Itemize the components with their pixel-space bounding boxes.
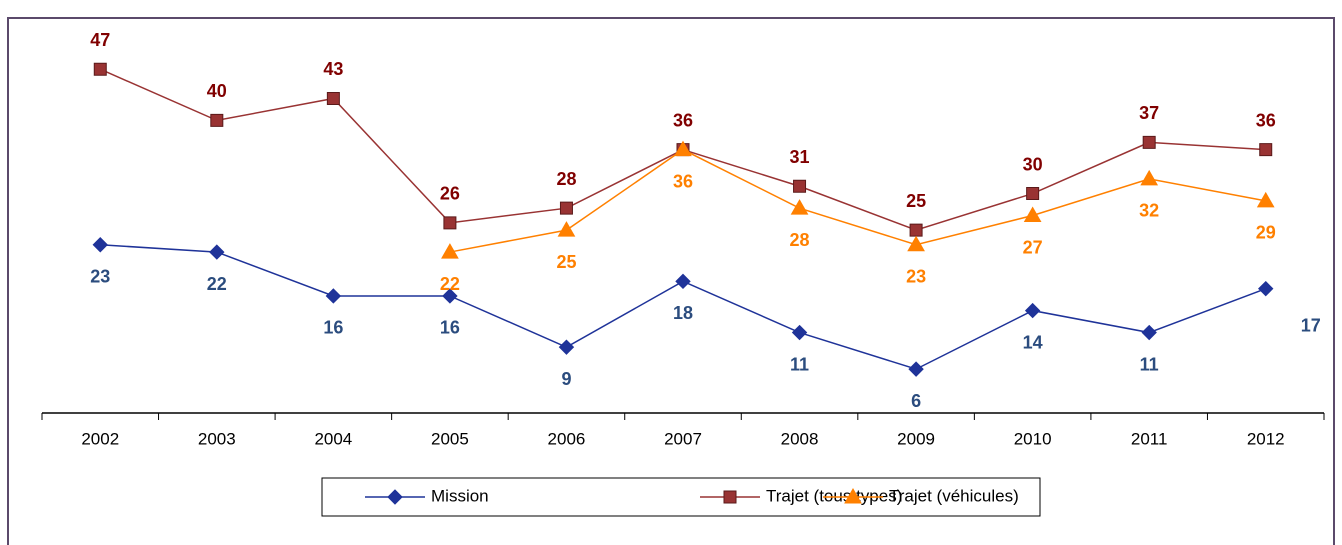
x-tick-label: 2009 — [897, 429, 935, 448]
x-tick-label: 2011 — [1131, 429, 1168, 448]
marker — [209, 244, 225, 260]
marker — [1142, 135, 1156, 149]
data-label: 40 — [207, 81, 227, 101]
x-tick-label: 2002 — [81, 429, 119, 448]
data-label: 16 — [440, 318, 460, 338]
marker — [325, 288, 342, 304]
legend-label: Trajet (tous types) — [766, 486, 902, 505]
marker — [441, 243, 459, 259]
data-label: 27 — [1023, 237, 1043, 257]
marker — [909, 223, 923, 237]
data-label: 43 — [323, 59, 343, 79]
data-label: 30 — [1023, 154, 1043, 174]
marker — [1026, 187, 1040, 201]
data-label: 23 — [906, 267, 926, 287]
marker — [1024, 302, 1041, 319]
marker — [1141, 324, 1157, 341]
marker — [674, 140, 692, 157]
x-tick-label: 2006 — [548, 429, 586, 448]
chart-border — [7, 17, 1335, 545]
data-label: 36 — [673, 171, 693, 191]
data-label: 17 — [1301, 315, 1321, 335]
marker — [908, 361, 924, 377]
legend-label: Mission — [431, 486, 489, 505]
legend-label: Trajet (véhicules) — [889, 486, 1019, 505]
data-label: 25 — [556, 252, 576, 272]
data-label: 36 — [673, 110, 693, 130]
data-label: 16 — [323, 318, 343, 338]
legend-box — [321, 477, 1041, 517]
x-tick-label: 2008 — [781, 429, 819, 448]
marker — [559, 201, 573, 215]
marker — [93, 62, 107, 76]
x-tick-label: 2012 — [1247, 429, 1285, 448]
marker — [210, 113, 224, 127]
marker — [443, 216, 457, 230]
data-label: 47 — [90, 30, 110, 50]
marker — [92, 237, 108, 253]
marker — [723, 490, 737, 504]
marker — [793, 179, 807, 193]
data-label: 23 — [90, 267, 110, 287]
x-tick-label: 2010 — [1014, 429, 1052, 448]
marker — [1258, 280, 1274, 297]
data-label: 11 — [790, 354, 809, 374]
series-line — [449, 148, 1266, 253]
data-label: 29 — [1256, 223, 1276, 243]
data-label: 22 — [207, 274, 227, 294]
marker — [844, 487, 862, 504]
marker — [1023, 206, 1042, 222]
data-label: 28 — [556, 169, 576, 189]
data-label: 11 — [1140, 354, 1159, 374]
data-label: 36 — [1256, 110, 1276, 130]
data-label: 22 — [440, 274, 460, 294]
data-label: 32 — [1139, 201, 1159, 221]
marker — [1259, 143, 1273, 157]
data-label: 25 — [906, 191, 926, 211]
x-tick-label: 2003 — [198, 429, 236, 448]
data-label: 14 — [1023, 332, 1043, 352]
x-tick-label: 2007 — [664, 429, 702, 448]
marker — [326, 91, 340, 105]
marker — [442, 288, 458, 304]
marker — [791, 324, 808, 341]
data-label: 9 — [561, 369, 571, 389]
data-label: 18 — [673, 303, 693, 323]
marker — [1256, 191, 1275, 208]
marker — [907, 235, 925, 252]
marker — [558, 339, 575, 355]
marker — [387, 489, 403, 505]
data-label: 28 — [790, 230, 810, 250]
x-tick-label: 2004 — [314, 429, 352, 448]
marker — [1140, 169, 1159, 186]
data-label: 31 — [790, 147, 810, 167]
data-label: 6 — [911, 391, 921, 411]
x-tick-label: 2005 — [431, 429, 469, 448]
marker — [557, 221, 576, 237]
data-label: 26 — [440, 184, 460, 204]
data-label: 37 — [1139, 103, 1159, 123]
marker — [790, 199, 809, 215]
marker — [675, 273, 691, 290]
